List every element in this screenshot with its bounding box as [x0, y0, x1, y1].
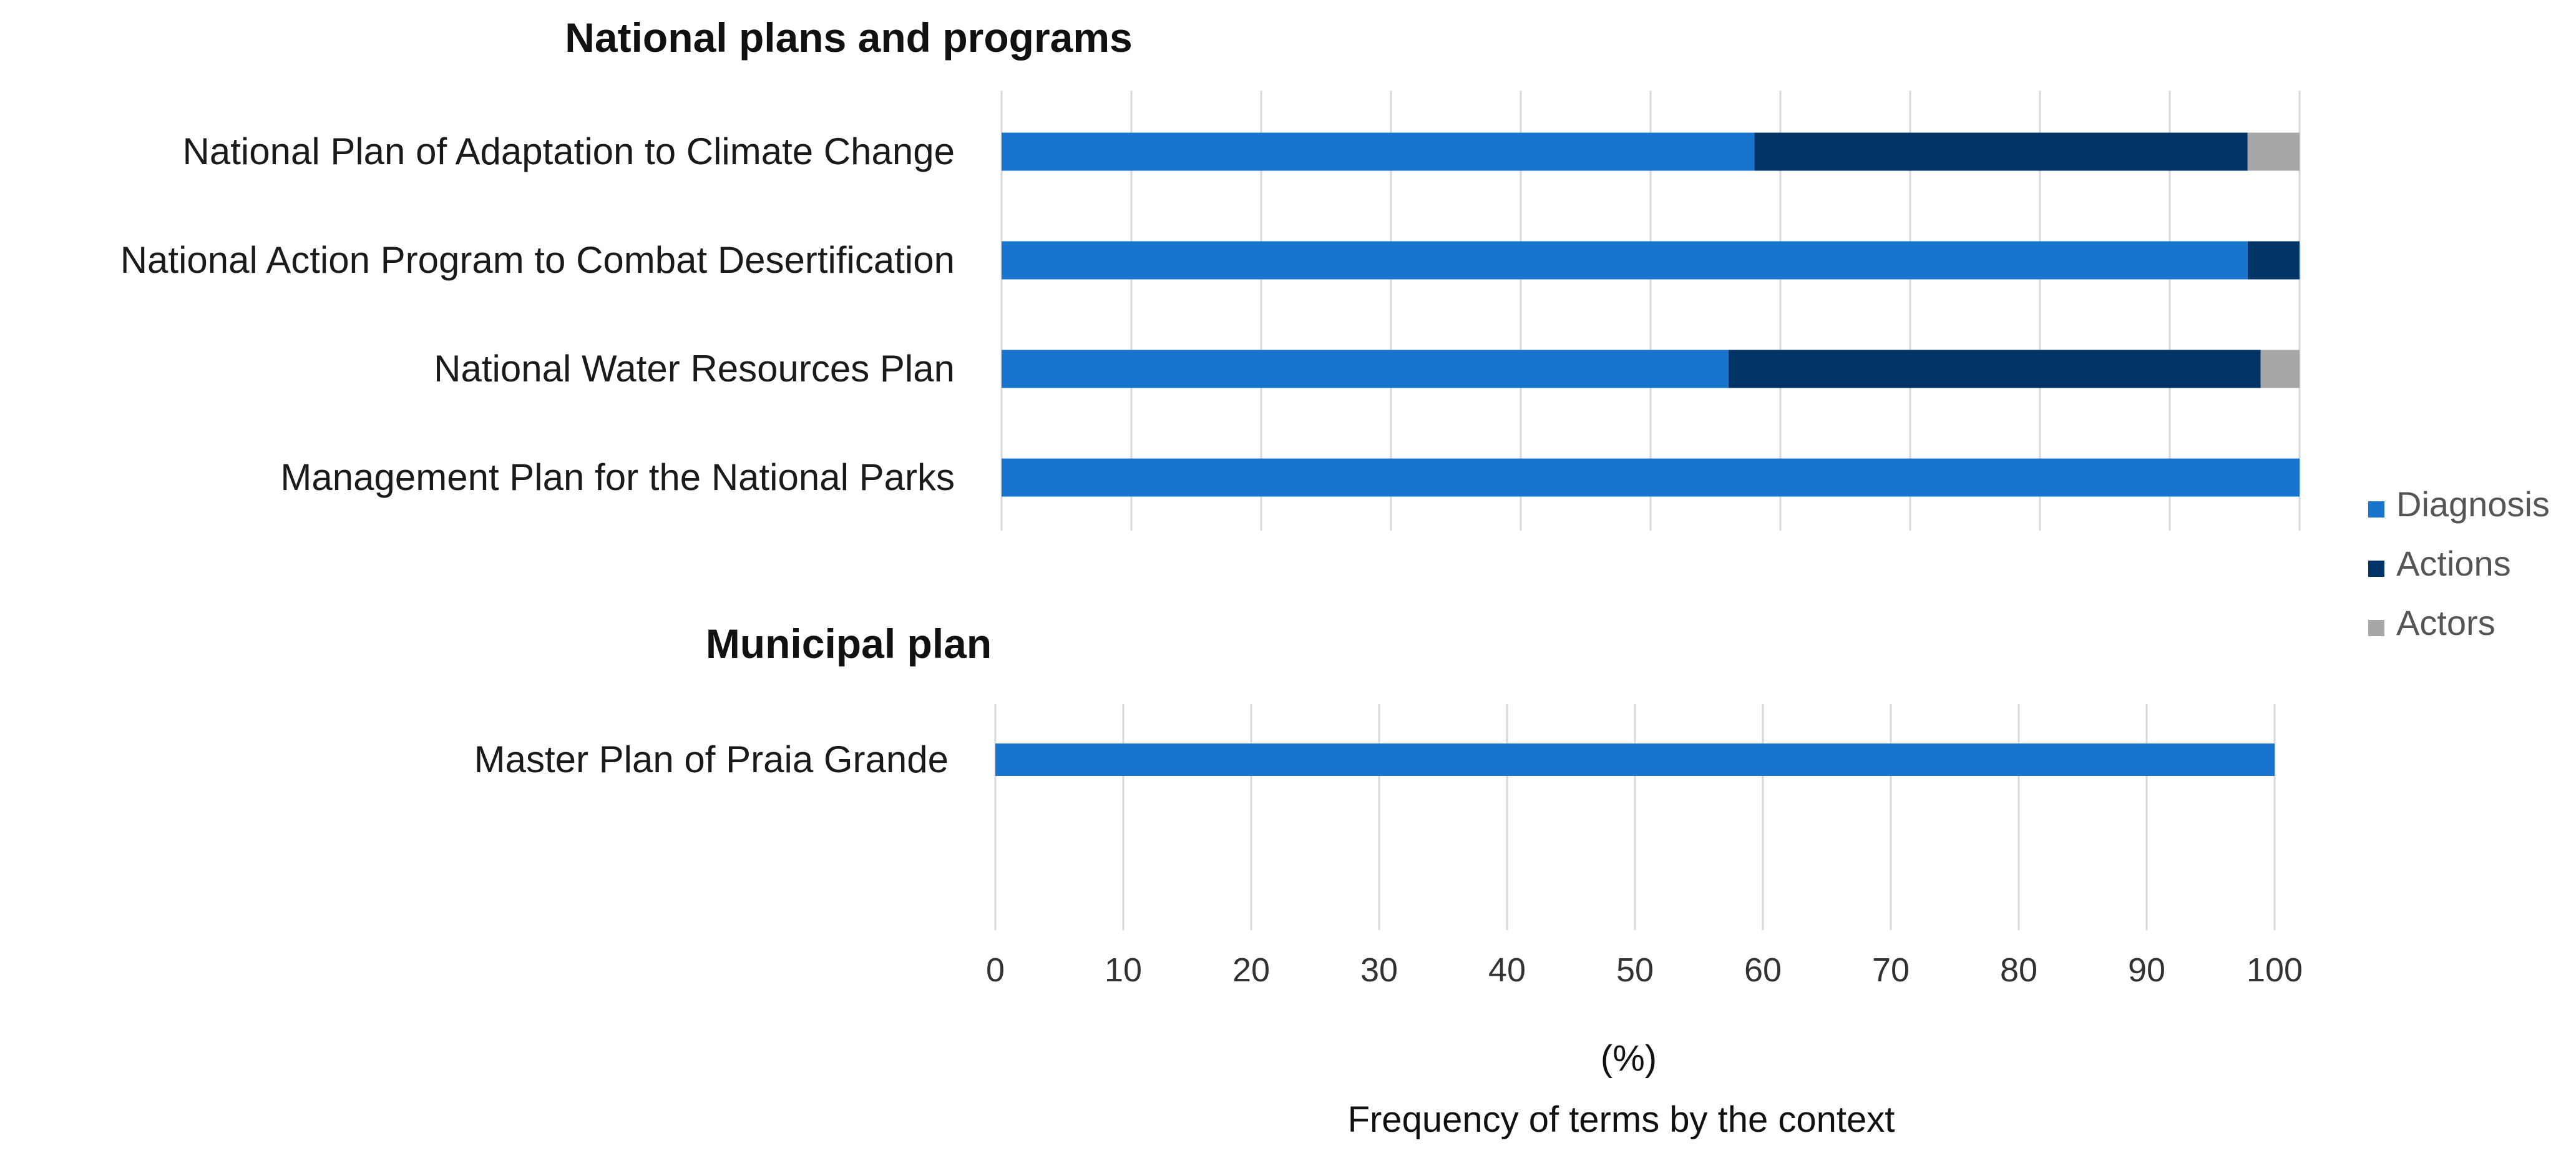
x-tick-20: 20: [1232, 951, 1270, 989]
category-label-0-0: National Plan of Adaptation to Climate C…: [183, 130, 955, 172]
x-axis-tick-labels: 0 10 20 30 40 50 60 70 80 90 100: [986, 951, 2303, 989]
legend-swatch-actions: [2368, 561, 2384, 577]
panel-1-bars: [1002, 132, 2300, 497]
x-tick-30: 30: [1360, 951, 1398, 989]
bar-actions-0-1: [2247, 241, 2300, 280]
category-label-1-0: Master Plan of Praia Grande: [474, 738, 949, 780]
x-tick-80: 80: [2000, 951, 2037, 989]
bar-diagnosis-0-2: [1002, 350, 1729, 388]
bar-actions-0-0: [1754, 132, 2248, 171]
category-label-0-2: National Water Resources Plan: [434, 348, 955, 390]
panel-2-bars: [995, 743, 2275, 776]
legend-label-diagnosis: Diagnosis: [2396, 484, 2550, 524]
legend-swatch-diagnosis: [2368, 501, 2384, 518]
x-tick-0: 0: [986, 951, 1005, 989]
x-tick-50: 50: [1616, 951, 1654, 989]
panel-1-category-labels: National Plan of Adaptation to Climate C…: [120, 130, 955, 498]
legend: Diagnosis Actions Actors: [2368, 484, 2550, 642]
legend-label-actors: Actors: [2396, 603, 2496, 642]
bar-diagnosis-0-0: [1002, 132, 1755, 171]
bar-diagnosis-0-3: [1002, 458, 2300, 497]
panel-2-category-labels: Master Plan of Praia Grande: [474, 738, 949, 780]
category-label-0-3: Management Plan for the National Parks: [280, 456, 955, 498]
bar-actors-0-2: [2260, 350, 2300, 388]
x-axis-title: Frequency of terms by the context: [1348, 1099, 1895, 1140]
x-tick-70: 70: [1872, 951, 1910, 989]
x-tick-10: 10: [1105, 951, 1142, 989]
bar-diagnosis-1-0: [995, 743, 2275, 776]
category-label-0-1: National Action Program to Combat Desert…: [120, 239, 955, 281]
panel-title-municipal: Municipal plan: [706, 621, 992, 667]
panel-2-gridlines: [994, 704, 2276, 930]
legend-swatch-actors: [2368, 620, 2384, 636]
x-axis-unit: (%): [1601, 1038, 1657, 1079]
legend-label-actions: Actions: [2396, 544, 2511, 583]
bar-actions-0-2: [1728, 350, 2261, 388]
x-tick-60: 60: [1744, 951, 1782, 989]
bar-diagnosis-0-1: [1002, 241, 2248, 280]
x-tick-40: 40: [1488, 951, 1526, 989]
x-tick-100: 100: [2247, 951, 2303, 989]
panel-title-national: National plans and programs: [565, 14, 1133, 61]
x-tick-90: 90: [2128, 951, 2165, 989]
bar-actors-0-0: [2247, 132, 2300, 171]
